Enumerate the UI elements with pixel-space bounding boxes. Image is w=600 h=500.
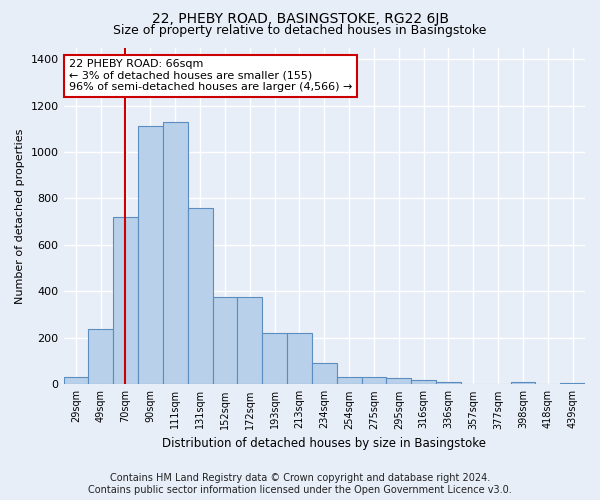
Text: 22, PHEBY ROAD, BASINGSTOKE, RG22 6JB: 22, PHEBY ROAD, BASINGSTOKE, RG22 6JB bbox=[151, 12, 449, 26]
Bar bbox=[138, 126, 163, 384]
Bar bbox=[238, 297, 262, 384]
Bar bbox=[386, 378, 411, 384]
Bar bbox=[362, 378, 386, 384]
Bar bbox=[511, 382, 535, 384]
Bar bbox=[262, 333, 287, 384]
Bar bbox=[88, 328, 113, 384]
Text: Contains HM Land Registry data © Crown copyright and database right 2024.
Contai: Contains HM Land Registry data © Crown c… bbox=[88, 474, 512, 495]
Bar bbox=[163, 122, 188, 384]
Bar bbox=[337, 378, 362, 384]
Bar bbox=[560, 383, 585, 384]
Text: Size of property relative to detached houses in Basingstoke: Size of property relative to detached ho… bbox=[113, 24, 487, 37]
Text: 22 PHEBY ROAD: 66sqm
← 3% of detached houses are smaller (155)
96% of semi-detac: 22 PHEBY ROAD: 66sqm ← 3% of detached ho… bbox=[69, 60, 352, 92]
X-axis label: Distribution of detached houses by size in Basingstoke: Distribution of detached houses by size … bbox=[162, 437, 486, 450]
Bar bbox=[64, 378, 88, 384]
Y-axis label: Number of detached properties: Number of detached properties bbox=[15, 128, 25, 304]
Bar bbox=[113, 217, 138, 384]
Bar bbox=[212, 297, 238, 384]
Bar bbox=[411, 380, 436, 384]
Bar bbox=[312, 364, 337, 384]
Bar bbox=[188, 208, 212, 384]
Bar bbox=[287, 333, 312, 384]
Bar bbox=[436, 382, 461, 384]
